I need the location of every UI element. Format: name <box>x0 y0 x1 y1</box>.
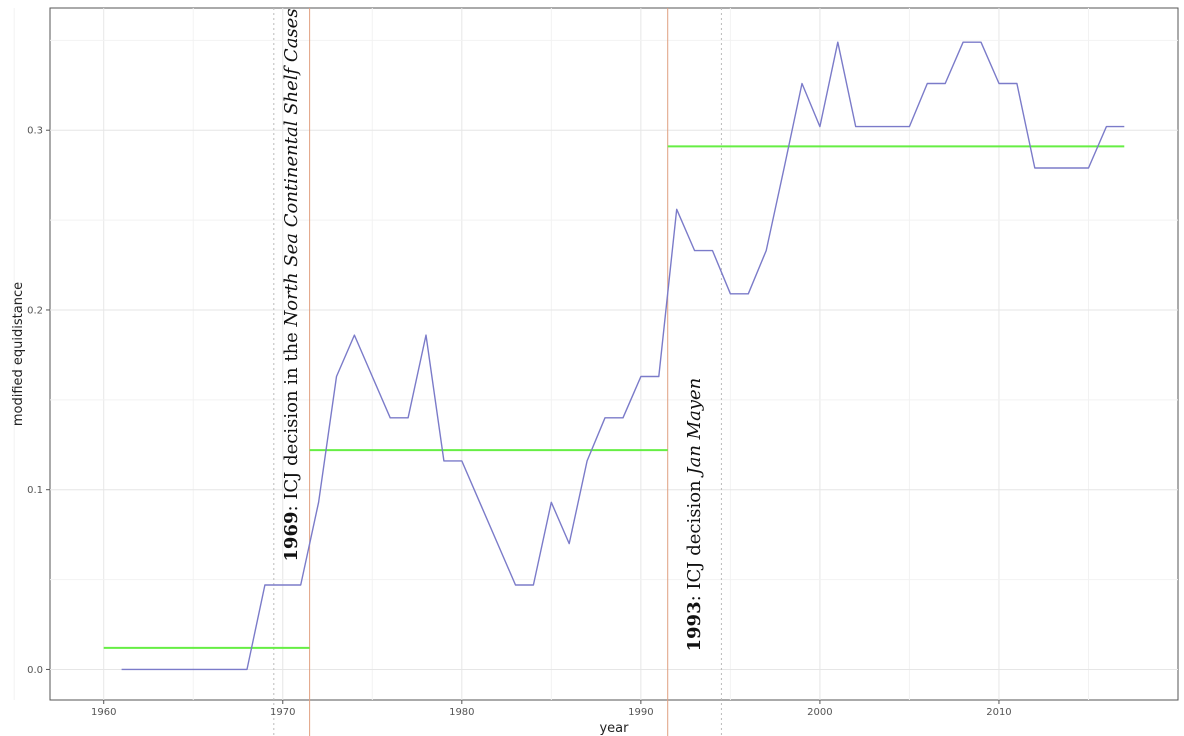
annotation-1993-body: : ICJ decision <box>684 475 705 602</box>
y-axis-ticks: 0.0 0.1 0.2 0.3 <box>27 126 50 676</box>
annotation-1969-text: 1969: ICJ decision in the North Sea Cont… <box>281 8 302 561</box>
x-tick-label-4: 2000 <box>807 707 832 718</box>
y-tick-label-2: 0.2 <box>27 305 43 316</box>
series-line-0 <box>121 41 1125 671</box>
annotation-1993-year: 1993 <box>684 601 705 651</box>
x-tick-label-2: 1980 <box>449 707 474 718</box>
annotation-1969-body: : ICJ decision in the <box>281 326 302 511</box>
period-mean-lines <box>103 145 1125 649</box>
annotation-1969: 1969: ICJ decision in the North Sea Cont… <box>281 8 302 561</box>
y-tick-label-1: 0.1 <box>27 485 43 496</box>
x-tick-label-0: 1960 <box>91 707 116 718</box>
annotation-1969-year: 1969 <box>281 511 302 561</box>
plot-panel <box>49 7 1179 701</box>
x-tick-label-5: 2010 <box>986 707 1011 718</box>
event-vertical-lines <box>273 8 722 736</box>
x-axis-title: year <box>599 721 629 736</box>
x-tick-label-1: 1970 <box>270 707 295 718</box>
annotation-1993-case-name: Jan Mayen <box>684 378 705 479</box>
y-axis-title: modified equidistance <box>11 282 26 426</box>
y-tick-label-3: 0.3 <box>27 126 43 137</box>
x-axis-ticks: 1960 1970 1980 1990 2000 2010 <box>91 700 1012 718</box>
annotation-1969-case-name: North Sea Continental Shelf Cases <box>281 8 302 327</box>
annotation-1993: 1993: ICJ decision Jan Mayen <box>684 378 705 652</box>
x-tick-label-3: 1990 <box>628 707 653 718</box>
data-series <box>121 41 1125 671</box>
grid <box>13 8 1178 700</box>
annotation-1993-text: 1993: ICJ decision Jan Mayen <box>684 378 705 652</box>
y-tick-label-0: 0.0 <box>27 665 43 676</box>
